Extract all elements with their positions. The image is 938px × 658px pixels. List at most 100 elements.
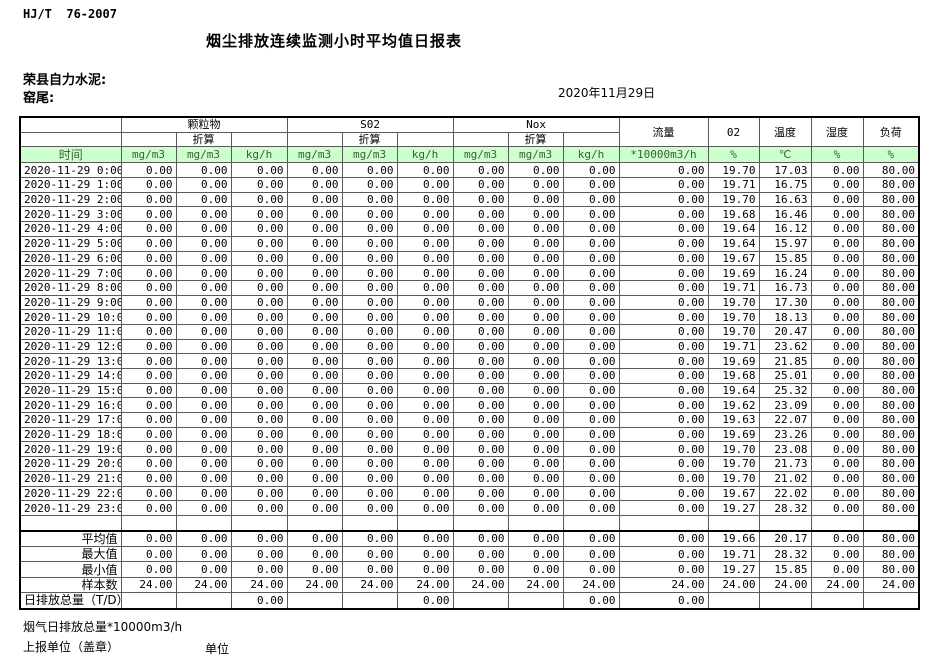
value-cell: 0.00 (810, 250, 864, 267)
value-cell: 19.69 (707, 353, 760, 369)
value-cell: 0.00 (120, 309, 177, 325)
value-cell: 0.00 (396, 412, 454, 428)
value-cell: 0.00 (175, 456, 232, 472)
value-cell: 0.00 (452, 456, 509, 472)
value-cell: 0.00 (810, 338, 864, 355)
table-row: 2020-11-29 12:00 0.00 0.00 0.00 0.00 0.00 0.00… (19, 338, 920, 355)
time-cell: 2020-11-29 11:00 (19, 323, 122, 340)
time-cell: 2020-11-29 0:00 (19, 162, 122, 179)
unit-cell: % (862, 146, 920, 164)
value-cell: 0.00 (286, 485, 343, 502)
value-cell: 19.62 (707, 397, 760, 414)
value-cell: 0.00 (562, 191, 620, 208)
time-cell: 2020-11-29 7:00 (19, 265, 122, 281)
value-cell: 0.00 (562, 177, 620, 193)
summary-value-cell (707, 592, 760, 610)
unit-cell: mg/m3 (507, 146, 564, 164)
value-cell: 0.00 (618, 162, 709, 179)
summary-value-cell: 24.00 (341, 576, 398, 594)
summary-value-cell: 0.00 (175, 561, 232, 578)
value-cell: 80.00 (862, 206, 920, 223)
value-cell: 0.00 (230, 191, 288, 208)
value-cell: 80.00 (862, 309, 920, 325)
value-cell: 0.00 (618, 250, 709, 267)
value-cell: 0.00 (810, 353, 864, 369)
value-cell: 0.00 (286, 426, 343, 443)
value-cell: 80.00 (862, 353, 920, 369)
summary-value-cell: 24.00 (758, 576, 812, 594)
summary-value-cell: 0.00 (452, 530, 509, 547)
company-name: 荣县自力水泥: (23, 73, 107, 88)
time-cell: 2020-11-29 15:00 (19, 382, 122, 399)
summary-value-cell (286, 592, 343, 610)
header-load: 负荷 (862, 116, 920, 148)
value-cell: 0.00 (396, 221, 454, 237)
value-cell: 0.00 (507, 426, 564, 443)
value-cell: 0.00 (396, 250, 454, 267)
value-cell: 0.00 (230, 456, 288, 472)
table-row: 2020-11-29 22:00 0.00 0.00 0.00 0.00 0.00 0.00… (19, 485, 920, 502)
value-cell: 0.00 (618, 294, 709, 311)
header-subrow: 折算 折算 折算 (19, 131, 919, 148)
value-cell: 0.00 (507, 265, 564, 281)
value-cell: 19.71 (707, 338, 760, 355)
value-cell: 0.00 (452, 250, 509, 267)
value-cell: 0.00 (452, 323, 509, 340)
value-cell: 16.73 (758, 279, 812, 296)
value-cell: 0.00 (230, 265, 288, 281)
value-cell: 0.00 (618, 412, 709, 428)
table-row: 2020-11-29 4:00 0.00 0.00 0.00 0.00 0.00 0.00 0… (19, 221, 920, 237)
time-cell: 2020-11-29 14:00 (19, 368, 122, 384)
value-cell: 0.00 (175, 265, 232, 281)
value-cell: 0.00 (452, 441, 509, 458)
value-cell: 0.00 (341, 250, 398, 267)
reporting-unit-label: 上报单位（盖章） (23, 640, 120, 654)
value-cell: 80.00 (862, 441, 920, 458)
table-row: 2020-11-29 3:00 0.00 0.00 0.00 0.00 0.00 0.00 0… (19, 206, 920, 223)
value-cell: 0.00 (452, 206, 509, 223)
value-cell: 0.00 (452, 162, 509, 179)
summary-value-cell: 19.27 (707, 561, 760, 578)
value-cell: 0.00 (230, 206, 288, 223)
value-cell: 0.00 (810, 397, 864, 414)
time-cell: 2020-11-29 19:00 (19, 441, 122, 458)
summary-label: 平均值 (19, 530, 122, 547)
summary-value-cell: 80.00 (862, 530, 920, 547)
value-cell: 0.00 (618, 338, 709, 355)
value-cell: 0.00 (618, 397, 709, 414)
value-cell: 0.00 (618, 177, 709, 193)
value-cell: 0.00 (562, 353, 620, 369)
summary-value-cell: 0.00 (810, 561, 864, 578)
summary-value-cell: 15.85 (758, 561, 812, 578)
value-cell: 28.32 (758, 500, 812, 516)
value-cell: 0.00 (452, 235, 509, 252)
value-cell: 0.00 (396, 368, 454, 384)
value-cell: 23.62 (758, 338, 812, 355)
value-cell: 0.00 (396, 441, 454, 458)
report-table: 颗粒物 S02 Nox 流量 02 温度 湿度 负荷 折算 折算 折算 (19, 116, 921, 610)
header-humidity: 湿度 (810, 116, 864, 148)
unit-cell: mg/m3 (341, 146, 398, 164)
time-cell: 2020-11-29 13:00 (19, 353, 122, 369)
value-cell: 19.70 (707, 470, 760, 487)
value-cell: 0.00 (341, 191, 398, 208)
value-cell: 0.00 (286, 235, 343, 252)
value-cell: 23.08 (758, 441, 812, 458)
value-cell: 0.00 (341, 412, 398, 428)
table-row: 2020-11-29 11:00 0.00 0.00 0.00 0.00 0.00 0.00… (19, 323, 920, 340)
time-cell: 2020-11-29 5:00 (19, 235, 122, 252)
value-cell: 19.69 (707, 426, 760, 443)
value-cell: 0.00 (341, 456, 398, 472)
value-cell: 0.00 (396, 162, 454, 179)
value-cell: 0.00 (286, 456, 343, 472)
time-cell: 2020-11-29 18:00 (19, 426, 122, 443)
header-units-row: 时间 mg/m3 mg/m3 kg/h mg/m3 mg/m3 kg/h mg/… (19, 146, 920, 164)
value-cell: 0.00 (452, 294, 509, 311)
value-cell: 0.00 (396, 323, 454, 340)
time-cell: 2020-11-29 12:00 (19, 338, 122, 355)
table-row: 2020-11-29 5:00 0.00 0.00 0.00 0.00 0.00 0.00 0… (19, 235, 920, 252)
table-row: 2020-11-29 15:00 0.00 0.00 0.00 0.00 0.00 0.00… (19, 382, 920, 399)
value-cell: 0.00 (175, 368, 232, 384)
summary-value-cell (452, 592, 509, 610)
value-cell: 0.00 (562, 368, 620, 384)
